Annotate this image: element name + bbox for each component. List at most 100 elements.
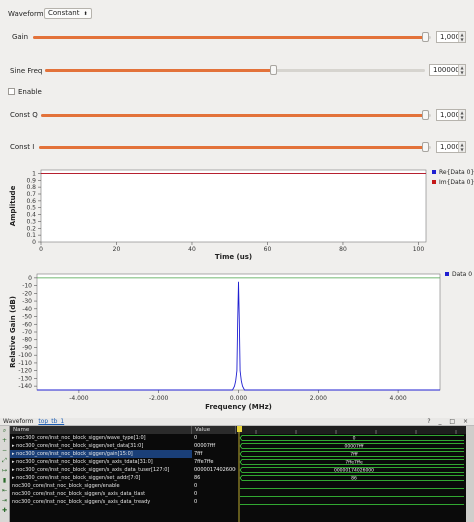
const-q-value: 1,0000 — [440, 111, 465, 119]
previous-edge-icon[interactable]: ⇤ — [1, 487, 8, 494]
zoom-in-icon[interactable]: + — [1, 437, 8, 444]
gain-spinbox[interactable]: 1,0000 ▲ ▼ — [436, 31, 466, 43]
y-tick-label: -130 — [18, 375, 32, 382]
const-q-spin-buttons[interactable]: ▲ ▼ — [458, 110, 465, 120]
gain-value: 1,0000 — [440, 33, 465, 41]
spin-up-icon[interactable]: ▲ — [460, 142, 464, 147]
sine-freq-spinbox[interactable]: 1000000 ▲ ▼ — [429, 64, 466, 76]
signal-row-value: 0 — [194, 491, 198, 497]
gain-spin-buttons[interactable]: ▲ ▼ — [458, 32, 465, 42]
spin-up-icon[interactable]: ▲ — [460, 110, 464, 115]
legend-swatch-0 — [445, 272, 449, 276]
y-tick-label: 0.2 — [26, 225, 36, 232]
series-line-0 — [37, 281, 440, 391]
x-tick-label: 4.000 — [390, 395, 407, 402]
const-i-value: 1,0000 — [440, 143, 465, 151]
spin-down-icon[interactable]: ▼ — [460, 115, 464, 120]
signal-row-value: 0 — [194, 499, 198, 505]
y-tick-label: -60 — [22, 321, 32, 328]
signal-row-name[interactable]: ▸ noc300_core/inst_noc_block_siggen/s_ax… — [12, 467, 170, 473]
const-q-slider-handle[interactable] — [422, 110, 429, 120]
sine-freq-spin-buttons[interactable]: ▲ ▼ — [458, 65, 465, 75]
waveform-traces[interactable]: 0 00007fff 7fff 7ffe7ffe 00000174026000 86 — [236, 426, 466, 522]
sine-freq-value: 1000000 — [433, 66, 465, 74]
signal-row-name[interactable]: noc300_core/inst_noc_block_siggen/s_axis… — [12, 491, 146, 497]
marker-icon[interactable]: ▮ — [2, 477, 7, 484]
y-tick-label: 0 — [32, 239, 36, 246]
x-axis-title: Time (us) — [215, 253, 252, 261]
const-i-spin-buttons[interactable]: ▲ ▼ — [458, 142, 465, 152]
bus-trace — [239, 459, 464, 465]
signal-row-name[interactable]: ▸ noc300_core/inst_noc_block_siggen/gain… — [10, 450, 192, 458]
add-marker-icon[interactable]: ✚ — [1, 507, 8, 514]
bus-trace — [239, 443, 464, 449]
bus-trace — [239, 475, 464, 481]
y-axis-title: Amplitude — [9, 185, 17, 226]
spin-down-icon[interactable]: ▼ — [460, 70, 464, 75]
const-i-slider[interactable] — [39, 142, 431, 152]
sine-freq-slider-fill — [45, 69, 273, 72]
signal-row-name[interactable]: ▸ noc300_core/inst_noc_block_siggen/s_ax… — [12, 459, 153, 465]
spin-down-icon[interactable]: ▼ — [460, 37, 464, 42]
gain-slider-handle[interactable] — [422, 32, 429, 42]
legend-label-1: Im{Data 0} — [439, 179, 474, 186]
x-tick-label: 40 — [188, 246, 196, 253]
name-column-header[interactable]: Name — [10, 426, 192, 434]
gain-slider-fill — [33, 36, 425, 39]
y-tick-label: -120 — [18, 368, 32, 375]
y-tick-label: 0.9 — [26, 177, 36, 184]
signal-value-list: 0 00007fff 7fff 7ffe7ffe 00000174026000 86 0 0 0 — [192, 434, 236, 506]
signal-row-name[interactable]: ▸ noc300_core/inst_noc_block_siggen/set_… — [12, 475, 141, 481]
spin-up-icon[interactable]: ▲ — [460, 32, 464, 37]
signal-row-value: 0 — [194, 483, 198, 489]
search-icon[interactable]: ⌕ — [2, 427, 7, 434]
value-column-header[interactable]: Value — [192, 426, 236, 434]
spin-down-icon[interactable]: ▼ — [460, 147, 464, 152]
waveform-select-value: Constant — [48, 9, 80, 17]
y-tick-label: -70 — [22, 329, 32, 336]
bus-trace-value: 86 — [351, 476, 357, 482]
bus-trace-value: 00007fff — [345, 444, 364, 450]
signal-row-name[interactable]: ▸ noc300_core/inst_noc_block_siggen/set_… — [12, 443, 144, 449]
sine-freq-slider[interactable] — [45, 65, 425, 75]
y-tick-label: 0.7 — [26, 191, 36, 198]
const-q-slider[interactable] — [41, 110, 431, 120]
const-i-label: Const I — [10, 143, 35, 151]
x-axis-title: Frequency (MHz) — [205, 403, 272, 411]
const-q-spinbox[interactable]: 1,0000 ▲ ▼ — [436, 109, 466, 121]
frequency-plot[interactable]: -4.000 -2.000 0.000 2.000 4.000 0 -10 -20 -30 -40… — [0, 268, 474, 416]
const-i-spinbox[interactable]: 1,0000 ▲ ▼ — [436, 141, 466, 153]
window-controls[interactable]: ? _ □ × — [427, 418, 471, 425]
signal-row-name[interactable]: noc300_core/inst_noc_block_siggen/s_axis… — [12, 499, 151, 505]
waveform-tab[interactable]: top_tb_1 — [38, 418, 65, 425]
gain-slider[interactable] — [33, 32, 431, 42]
y-tick-label: 0 — [28, 275, 32, 282]
y-tick-label: -110 — [18, 360, 32, 367]
plot-area — [40, 169, 427, 243]
next-edge-icon[interactable]: ⇥ — [1, 497, 8, 504]
enable-checkbox[interactable] — [8, 88, 15, 95]
vertical-scrollbar[interactable] — [466, 426, 474, 522]
updown-arrow-icon: ⬍ — [83, 11, 88, 17]
y-tick-label: -20 — [22, 290, 32, 297]
waveform-select[interactable]: Constant ⬍ — [44, 8, 92, 19]
y-tick-label: 0.1 — [26, 232, 36, 239]
zoom-fit-icon[interactable]: ⤢ — [2, 457, 7, 464]
x-tick-label: 80 — [339, 246, 347, 253]
legend-label-0: Data 0 — [452, 271, 472, 278]
waveform-toolbar: ⌕ + − ⤢ ↦ ▮ ⇤ ⇥ ✚ — [0, 426, 10, 522]
cursor-icon[interactable]: ↦ — [1, 467, 8, 474]
signal-row-name[interactable]: ▸ noc300_core/inst_noc_block_siggen/wave… — [12, 435, 146, 441]
zoom-out-icon[interactable]: − — [1, 447, 8, 454]
enable-label: Enable — [18, 88, 42, 96]
spin-up-icon[interactable]: ▲ — [460, 65, 464, 70]
y-tick-label: 0.4 — [26, 212, 36, 219]
const-i-slider-handle[interactable] — [422, 142, 429, 152]
sine-freq-slider-handle[interactable] — [270, 65, 277, 75]
waveform-window-title: Waveform — [3, 418, 34, 425]
time-domain-plot[interactable]: 0 20 40 60 80 100 0 0.1 0.2 0.3 0.4 0.5 0.6 0.7 0.8 0.9… — [0, 160, 474, 268]
waveform-label: Waveform: — [8, 10, 46, 18]
signal-row-name[interactable]: noc300_core/inst_noc_block_siggen/enable — [12, 483, 120, 489]
x-tick-label: 0 — [39, 246, 43, 253]
const-q-label: Const Q — [10, 111, 38, 119]
